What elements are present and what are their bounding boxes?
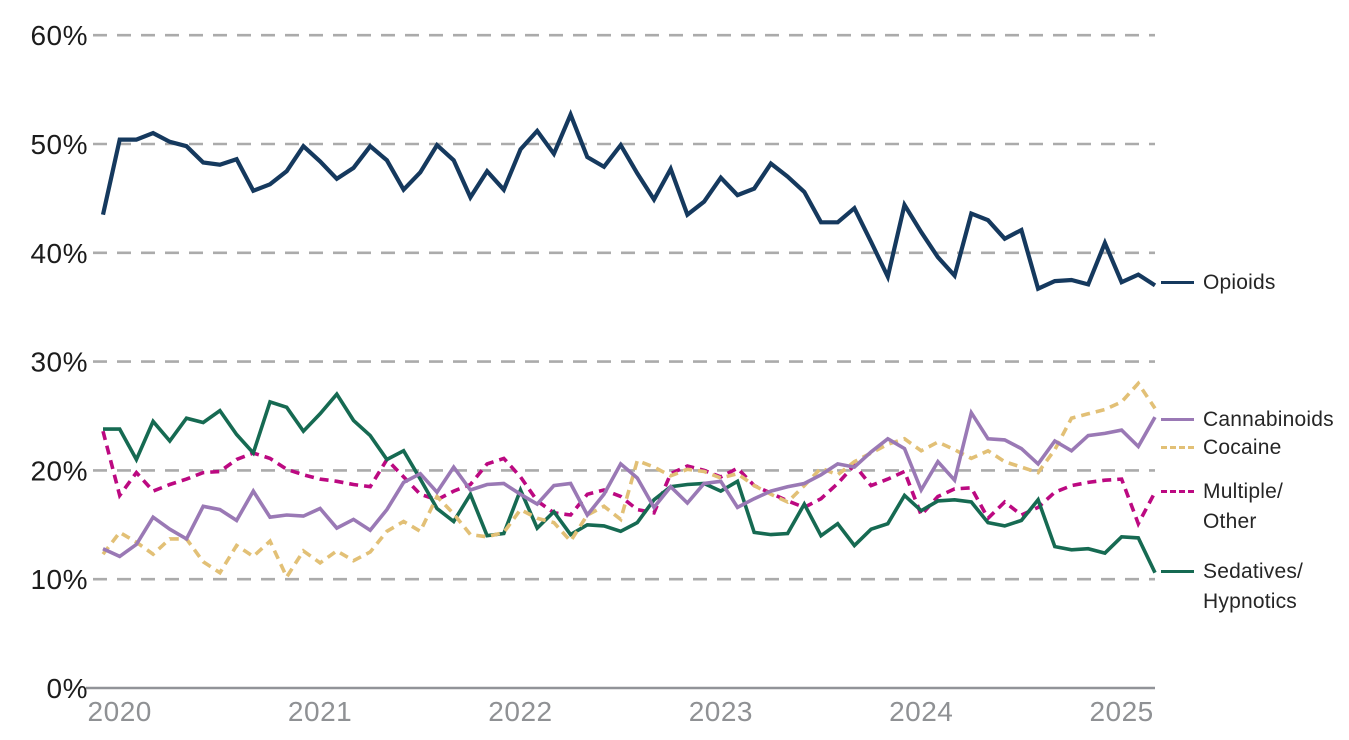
cocaine-line [101,380,1157,581]
x-tick-label: 2023 [689,696,753,727]
multiple-other-line [101,430,1157,529]
sedatives-hypnotics-line [103,391,1157,574]
x-tick-label: 2025 [1089,696,1153,727]
y-tick-label: 30% [30,347,88,378]
y-tick-label: 0% [47,673,88,704]
y-tick-label: 10% [30,564,88,595]
y-tick-label: 20% [30,455,88,486]
opioids-line [100,109,1157,292]
y-tick-label: 40% [30,238,88,269]
x-tick-label: 2020 [88,696,152,727]
y-tick-label: 60% [30,20,88,51]
cannabinoids-line [102,408,1157,559]
y-tick-label: 50% [30,129,88,160]
x-tick-label: 2021 [288,696,352,727]
x-tick-label: 2022 [488,696,552,727]
x-tick-label: 2024 [889,696,953,727]
